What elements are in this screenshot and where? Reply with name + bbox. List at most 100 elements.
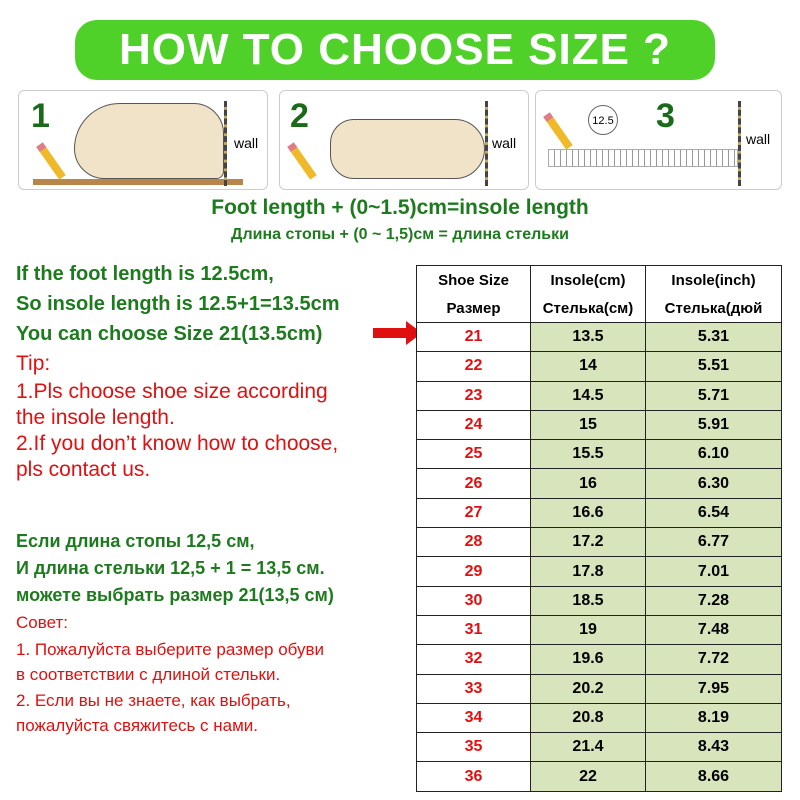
shoe-size-cell: 31 xyxy=(416,614,531,646)
measurement-bubble: 12.5 xyxy=(588,105,618,135)
table-row: 22 14 5.51 xyxy=(416,351,782,382)
shoe-size-cell: 24 xyxy=(416,409,531,441)
shoe-size-cell: 21 xyxy=(416,321,531,353)
insole-cm-cell: 19.6 xyxy=(530,644,646,675)
formula-ru: Длина стопы + (0 ~ 1,5)см = длина стельк… xyxy=(231,226,569,243)
floor xyxy=(33,179,243,185)
example-ru-line: Если длина стопы 12,5 см, xyxy=(16,531,255,551)
table-row: 32 19.6 7.72 xyxy=(416,644,782,675)
shoe-size-cell: 28 xyxy=(416,527,531,558)
step-3-panel: 3 12.5 wall xyxy=(535,90,782,190)
tip-ru-line: Совет: xyxy=(16,613,68,632)
formula-en: Foot length + (0~1.5)cm=insole length xyxy=(211,196,589,219)
table-row: 26 16 6.30 xyxy=(416,468,782,499)
insole-inch-cell: 7.28 xyxy=(645,585,782,616)
table-row: 28 17.2 6.77 xyxy=(416,527,782,558)
column-header: Shoe Size xyxy=(416,265,531,294)
shoe-size-cell: 22 xyxy=(416,351,531,382)
insole-inch-cell: 5.91 xyxy=(645,409,782,441)
wall-line xyxy=(224,101,227,186)
insole-inch-cell: 6.54 xyxy=(645,497,782,529)
insole-cm-cell: 16.6 xyxy=(530,497,646,529)
arrow-icon xyxy=(373,321,422,345)
insole-inch-cell: 6.10 xyxy=(645,439,782,470)
tip-ru-line: пожалуйста свяжитесь с нами. xyxy=(16,716,259,735)
shoe-size-cell: 25 xyxy=(416,439,531,470)
tip-en-line: pls contact us. xyxy=(16,458,151,481)
insole-cm-cell: 13.5 xyxy=(530,321,646,353)
pencil-icon xyxy=(543,112,573,150)
column-header: Стелька(см) xyxy=(530,294,646,323)
table-row: 33 20.2 7.95 xyxy=(416,673,782,704)
shoe-size-cell: 29 xyxy=(416,556,531,587)
table-row: 27 16.6 6.54 xyxy=(416,497,782,529)
table-row: 34 20.8 8.19 xyxy=(416,702,782,734)
tip-en-line: 1.Pls choose shoe size according xyxy=(16,380,328,403)
insole-cm-cell: 15 xyxy=(530,409,646,441)
table-row: 31 19 7.48 xyxy=(416,614,782,646)
step-2-panel: 2 wall xyxy=(279,90,529,190)
insole-cm-cell: 17.2 xyxy=(530,527,646,558)
tip-en-line: Tip: xyxy=(16,352,51,375)
insole-inch-cell: 7.01 xyxy=(645,556,782,587)
header-row: Размер Стелька(см) Стелька(дюй xyxy=(416,294,782,323)
insole-inch-cell: 7.48 xyxy=(645,614,782,646)
insole-inch-cell: 5.51 xyxy=(645,351,782,382)
insole-inch-cell: 8.43 xyxy=(645,732,782,763)
pencil-icon xyxy=(287,142,317,180)
insole-cm-cell: 18.5 xyxy=(530,585,646,616)
step-number: 3 xyxy=(656,97,675,135)
insole-cm-cell: 19 xyxy=(530,614,646,646)
wall-line xyxy=(485,101,488,186)
tip-ru-line: 1. Пожалуйста выберите размер обуви xyxy=(16,640,325,659)
insole-inch-cell: 8.19 xyxy=(645,702,782,734)
table-row: 23 14.5 5.71 xyxy=(416,380,782,411)
foot-side-image xyxy=(74,103,224,179)
title-banner: HOW TO CHOOSE SIZE ? xyxy=(75,20,715,80)
column-header: Insole(cm) xyxy=(530,265,646,294)
table-row: 21 13.5 5.31 xyxy=(416,321,782,353)
insole-cm-cell: 20.2 xyxy=(530,673,646,704)
shoe-size-cell: 33 xyxy=(416,673,531,704)
example-ru-line: И длина стельки 12,5 + 1 = 13,5 см. xyxy=(16,558,325,578)
column-header: Размер xyxy=(416,294,531,323)
shoe-size-cell: 36 xyxy=(416,761,531,792)
insole-inch-cell: 6.30 xyxy=(645,468,782,499)
table-row: 35 21.4 8.43 xyxy=(416,732,782,763)
step-number: 2 xyxy=(290,97,309,135)
foot-sole-image xyxy=(330,119,485,179)
insole-inch-cell: 8.66 xyxy=(645,761,782,792)
insole-cm-cell: 14.5 xyxy=(530,380,646,411)
insole-cm-cell: 16 xyxy=(530,468,646,499)
shoe-size-cell: 30 xyxy=(416,585,531,616)
step-number: 1 xyxy=(31,97,50,135)
tip-ru-line: 2. Если вы не знаете, как выбрать, xyxy=(16,691,291,710)
example-en-line: You can choose Size 21(13.5cm) xyxy=(16,323,323,345)
insole-cm-cell: 15.5 xyxy=(530,439,646,470)
wall-line xyxy=(738,101,741,186)
header-row: Shoe Size Insole(cm) Insole(inch) xyxy=(416,265,782,294)
tip-en-line: the insole length. xyxy=(16,406,175,429)
table-row: 24 15 5.91 xyxy=(416,409,782,441)
step-1-panel: 1 wall xyxy=(18,90,268,190)
insole-cm-cell: 14 xyxy=(530,351,646,382)
insole-cm-cell: 22 xyxy=(530,761,646,792)
example-en-line: If the foot length is 12.5cm, xyxy=(16,263,274,285)
ruler xyxy=(548,149,738,167)
wall-label: wall xyxy=(746,131,771,147)
insole-inch-cell: 7.72 xyxy=(645,644,782,675)
column-header: Insole(inch) xyxy=(645,265,782,294)
example-en-line: So insole length is 12.5+1=13.5cm xyxy=(16,293,340,315)
shoe-size-cell: 23 xyxy=(416,380,531,411)
insole-inch-cell: 6.77 xyxy=(645,527,782,558)
shoe-size-cell: 35 xyxy=(416,732,531,763)
shoe-size-cell: 27 xyxy=(416,497,531,529)
tip-en-line: 2.If you don’t know how to choose, xyxy=(16,432,339,455)
shoe-size-cell: 34 xyxy=(416,702,531,734)
insole-cm-cell: 21.4 xyxy=(530,732,646,763)
insole-inch-cell: 5.71 xyxy=(645,380,782,411)
table-row: 30 18.5 7.28 xyxy=(416,585,782,616)
insole-inch-cell: 5.31 xyxy=(645,321,782,353)
table-row: 25 15.5 6.10 xyxy=(416,439,782,470)
shoe-size-cell: 26 xyxy=(416,468,531,499)
